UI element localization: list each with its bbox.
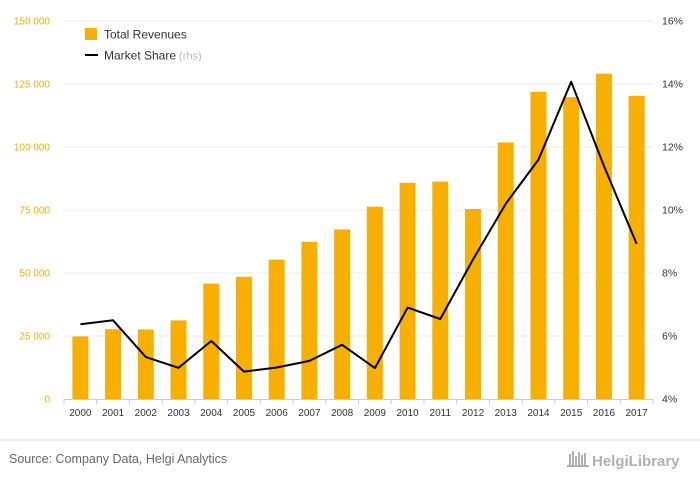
y-left-tick-label: 25 000 (19, 332, 50, 343)
x-tick-label-2013: 2013 (495, 408, 518, 419)
x-tick-label-2006: 2006 (266, 408, 289, 419)
logo-icon (567, 451, 589, 467)
y-left-tick-label: 0 (44, 395, 50, 406)
bar-2001 (105, 329, 122, 399)
bar-2009 (366, 206, 383, 399)
bar-2005 (235, 276, 252, 399)
x-tick-label-2008: 2008 (331, 408, 354, 419)
y-right-tick-label: 16% (662, 16, 683, 28)
source-text: Source: Company Data, Helgi Analytics (9, 452, 227, 466)
x-tick-label-2007: 2007 (298, 408, 321, 419)
bar-series (72, 73, 645, 400)
legend-label-line: Market Share (rhs) (104, 49, 202, 63)
y-right-tick-label: 12% (662, 142, 683, 154)
legend-label-line-suffix: (rhs) (179, 51, 202, 63)
helgi-library-logo: HelgiLibrary (567, 451, 680, 470)
y-left-tick-label: 125 000 (14, 80, 51, 91)
x-tick-label-2017: 2017 (626, 408, 649, 419)
legend-swatch-bar (85, 28, 97, 40)
x-tick-label-2012: 2012 (462, 408, 485, 419)
line-series (80, 80, 638, 373)
y-right-tick-label: 4% (662, 394, 677, 406)
bar-2008 (334, 229, 351, 399)
y-right-tick-label: 14% (662, 79, 683, 91)
bar-2014 (530, 91, 547, 399)
y-right-tick-label: 6% (662, 331, 677, 343)
market-share-line (80, 80, 638, 373)
x-tick-label-2015: 2015 (560, 408, 583, 419)
bar-2011 (432, 181, 449, 399)
bar-2016 (595, 73, 612, 399)
x-tick-label-2014: 2014 (527, 408, 550, 419)
x-tick-label-2002: 2002 (135, 408, 158, 419)
bar-2017 (628, 95, 645, 400)
x-tick-label-2010: 2010 (396, 408, 419, 419)
legend: Total Revenues Market Share (rhs) (85, 28, 202, 63)
x-tick-label-2004: 2004 (200, 408, 223, 419)
bar-2006 (268, 259, 285, 399)
bar-2003 (170, 320, 187, 399)
axes: 0 25 000 50 000 75 000 100 000 125 000 150 000… (14, 16, 683, 420)
x-tick-label-2011: 2011 (430, 408, 452, 419)
bar-2002 (137, 329, 154, 399)
bar-2000 (72, 336, 89, 399)
y-left-tick-label: 50 000 (19, 269, 50, 280)
y-right-tick-label: 10% (662, 205, 683, 217)
footer: Source: Company Data, Helgi Analytics He… (0, 439, 700, 470)
bar-2010 (399, 182, 416, 399)
bar-2013 (497, 142, 514, 400)
bar-2012 (465, 208, 482, 399)
x-tick-label-2001: 2001 (102, 408, 125, 419)
y-left-tick-label: 150 000 (14, 17, 51, 28)
x-tick-label-2003: 2003 (167, 408, 190, 419)
x-tick-label-2005: 2005 (233, 408, 256, 419)
y-left-tick-label: 100 000 (14, 143, 51, 154)
legend-label-bar: Total Revenues (104, 28, 187, 42)
y-right-tick-label: 8% (662, 268, 677, 280)
bar-2007 (301, 241, 318, 399)
x-tick-label-2016: 2016 (593, 408, 616, 419)
legend-label-line-name: Market Share (104, 49, 176, 63)
bar-2015 (563, 97, 580, 399)
gridlines (64, 20, 653, 337)
x-tick-label-2000: 2000 (69, 408, 92, 419)
y-left-tick-label: 75 000 (19, 206, 50, 217)
brand-text: HelgiLibrary (592, 453, 680, 470)
x-tick-label-2009: 2009 (364, 408, 387, 419)
